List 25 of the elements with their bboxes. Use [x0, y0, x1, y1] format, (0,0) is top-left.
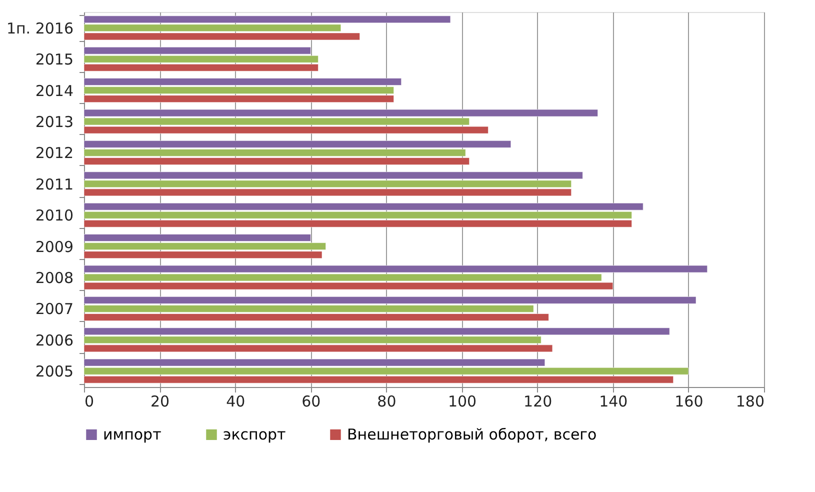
x-tick-label: 180 [736, 392, 764, 410]
y-tick-label: 2010 [35, 206, 74, 225]
y-tick-label: 2007 [35, 300, 74, 318]
y-tick-label: 2012 [35, 144, 74, 162]
legend-label: импорт [103, 426, 162, 444]
y-tick-label: 2014 [35, 82, 74, 100]
y-tick-label: 2015 [35, 50, 74, 69]
x-tick-label: 0 [84, 392, 94, 410]
y-tick-label: 2006 [35, 331, 74, 350]
y-tick-label: 2008 [35, 268, 74, 287]
x-tick-label: 20 [150, 392, 170, 410]
y-tick-label: 2005 [35, 362, 74, 381]
x-tick-label: 80 [377, 392, 396, 410]
x-tick-label: 100 [448, 392, 477, 410]
x-tick-label: 40 [226, 392, 246, 410]
x-tick-label: 120 [524, 392, 552, 410]
x-tick-label: 140 [599, 392, 628, 410]
y-tick-label: 2011 [35, 175, 74, 194]
legend-label: Внешнеторговый оборот, всего [347, 426, 597, 444]
x-tick-label: 160 [674, 392, 704, 410]
legend-label: экспорт [223, 426, 286, 444]
x-tick-label: 60 [302, 392, 321, 410]
y-tick-label: 1п. 2016 [6, 19, 74, 38]
y-tick-label: 2013 [35, 113, 74, 132]
y-tick-label: 2009 [35, 238, 74, 256]
